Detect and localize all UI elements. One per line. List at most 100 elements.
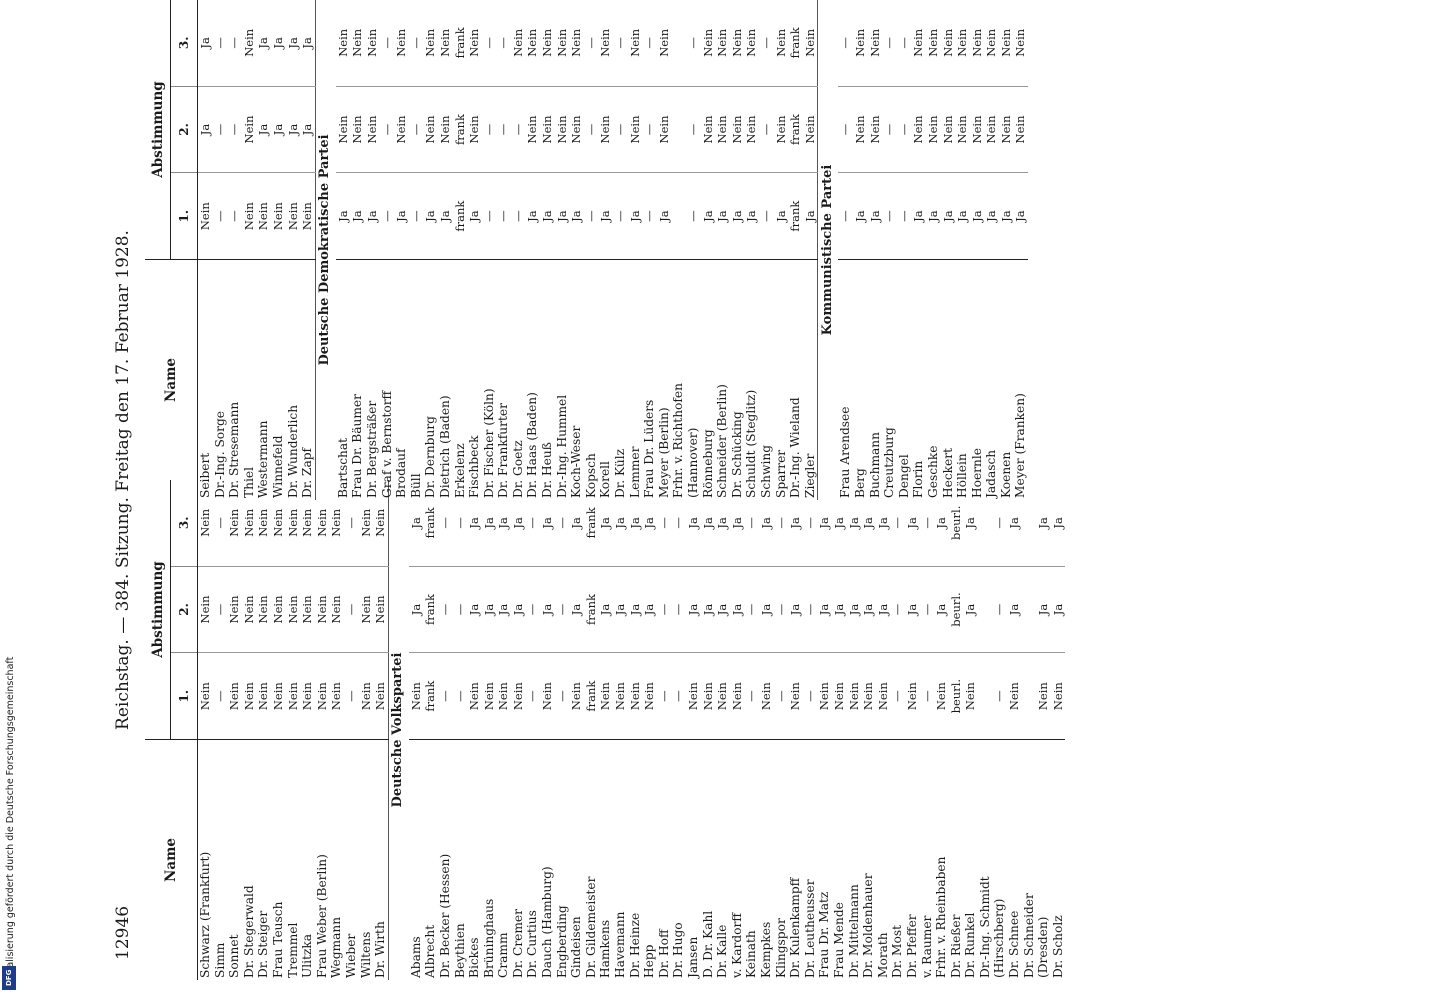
member-name: Schuldt (Steglitz): [744, 259, 759, 500]
vote-2: frank: [583, 566, 599, 653]
vote-1: Ja: [627, 172, 643, 260]
member-name: Winnefeld: [270, 259, 286, 500]
vote-2: Ja: [1050, 566, 1066, 653]
member-name: Berg: [852, 259, 868, 500]
vote-1: Ja: [729, 172, 745, 260]
vote-3: Ja: [300, 0, 316, 87]
table-row: Hamkens Nein Ja Ja: [598, 480, 614, 980]
vote-2-header: 2.: [170, 566, 198, 653]
member-name: Dr. Pfeffer: [904, 739, 920, 980]
vote-1: [977, 652, 993, 740]
member-name: Frau Mende: [831, 739, 847, 980]
vote-3: Nein: [423, 0, 438, 87]
vote-2: Nein: [598, 86, 614, 173]
vote-1: Nein: [256, 172, 271, 260]
vote-2: Nein: [197, 566, 213, 653]
vote-1: Nein: [227, 652, 242, 740]
vote-2: Nein: [314, 566, 330, 653]
vote-1: —: [554, 652, 570, 740]
vote-1: Ja: [423, 172, 438, 260]
member-name: Dr. Kulenkampff: [788, 739, 803, 980]
member-name: Buchmann: [867, 259, 883, 500]
table-row: Cramm Nein Ja Ja: [496, 480, 511, 980]
vote-1: —: [212, 652, 228, 740]
table-row: Creutzburg — — —: [882, 0, 897, 500]
member-name: Höllein: [955, 259, 970, 500]
table-row: Meyer (Berlin) Ja Nein Nein: [656, 0, 672, 500]
table-row: Buchmann Ja Nein Nein: [867, 0, 883, 500]
vote-1: Nein: [241, 652, 257, 740]
member-name: Dr. Heinze: [627, 739, 643, 980]
vote-1: —: [882, 172, 897, 260]
vote-3: Nein: [773, 0, 789, 87]
vote-1: Nein: [270, 652, 286, 740]
member-name: Hoernle: [969, 259, 985, 500]
vote-2: Ja: [270, 86, 286, 173]
vote-2: Nein: [569, 86, 584, 173]
vote-1: —: [758, 172, 774, 260]
vote-2: —: [496, 86, 511, 173]
vote-2: Nein: [940, 86, 956, 173]
table-row: Frau Arendsee — — —: [838, 0, 853, 500]
table-row: Lemmer Ja Nein Nein: [627, 0, 643, 500]
vote-1: —: [744, 652, 759, 740]
vote-1: —: [838, 172, 853, 260]
vote-1: Ja: [364, 172, 380, 260]
table-row: Dr. Dernburg Ja Nein Nein: [423, 0, 438, 500]
member-name: Schwing: [758, 259, 774, 500]
member-name: Brüninghaus: [481, 739, 497, 980]
member-name: Koenen: [998, 259, 1014, 500]
vote-2: —: [656, 566, 672, 653]
vote-2: Nein: [256, 566, 271, 653]
vote-3: Nein: [911, 0, 926, 87]
vote-3: —: [642, 0, 657, 87]
table-row: Dr. Schnee Nein Ja Ja: [1007, 480, 1022, 980]
vote-3: —: [758, 0, 774, 87]
vote-1: Ja: [940, 172, 956, 260]
vote-1: Ja: [525, 172, 541, 260]
vote-3: Nein: [1013, 0, 1029, 87]
member-name: Dr. Frankfurter: [496, 259, 511, 500]
vote-2: Ja: [627, 566, 643, 653]
vote-1: Ja: [998, 172, 1014, 260]
vote-1: Nein: [408, 652, 424, 740]
table-row: Dr. Stegerwald Nein Nein Nein: [241, 480, 257, 980]
vote-2: —: [481, 86, 497, 173]
member-name: Büll: [408, 259, 424, 500]
vote-2: Nein: [358, 566, 374, 653]
vote-1: —: [642, 172, 657, 260]
table-row: Dr. Schneider: [1021, 480, 1037, 980]
member-name: Wieber: [343, 739, 359, 980]
dfg-logo: DFG: [2, 966, 16, 990]
table-row: Ulitzka Nein Nein Nein: [300, 480, 315, 980]
vote-2: Ja: [861, 566, 876, 653]
vote-2: Ja: [934, 566, 949, 653]
vote-3: Nein: [510, 0, 526, 87]
vote-1: Nein: [314, 652, 330, 740]
vote-1: Ja: [852, 172, 868, 260]
vote-1: Nein: [1050, 652, 1066, 740]
vote-1: Nein: [758, 652, 774, 740]
vote-2: Nein: [969, 86, 985, 173]
vote-2: Ja: [569, 566, 584, 653]
vote-1: Nein: [481, 652, 497, 740]
vote-1: Nein: [285, 172, 301, 260]
vote-3-header: 3.: [170, 0, 198, 87]
vote-1: Nein: [467, 652, 482, 740]
member-name: (Hannover): [686, 259, 701, 500]
name-header: Name: [145, 259, 198, 500]
vote-1: [671, 172, 686, 260]
vote-2: Nein: [627, 86, 643, 173]
vote-2: —: [882, 86, 897, 173]
vote-1: frank: [788, 172, 803, 260]
vote-3: Nein: [955, 0, 970, 87]
vote-3: Nein: [364, 0, 380, 87]
vote-1: Nein: [300, 652, 315, 740]
vote-1: —: [212, 172, 228, 260]
left-vote-column: Name Abstimmung 1. 2. 3. Schwarz (Frankf…: [145, 480, 1345, 980]
vote-3: Nein: [984, 0, 999, 87]
vote-1: Nein: [904, 652, 920, 740]
vote-2: Ja: [758, 566, 774, 653]
vote-2: Ja: [700, 566, 716, 653]
